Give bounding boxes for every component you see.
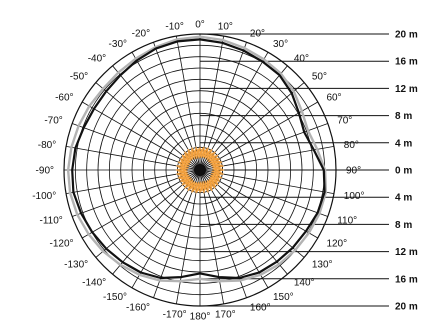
pattern-curves bbox=[66, 35, 328, 283]
grid-spoke bbox=[215, 123, 328, 165]
near-field-contour bbox=[179, 149, 221, 191]
near-field-contour bbox=[181, 150, 219, 190]
angle-label: 120° bbox=[326, 239, 347, 250]
grid-spoke bbox=[210, 182, 288, 275]
angle-label: 170° bbox=[215, 309, 236, 320]
angle-label: 160° bbox=[250, 303, 271, 314]
angle-label: -10° bbox=[165, 22, 183, 33]
distance-label: 16 m bbox=[395, 57, 418, 68]
grid-spoke bbox=[153, 42, 195, 155]
angle-label: 0° bbox=[195, 20, 205, 31]
near-field-pattern bbox=[175, 146, 225, 194]
angle-label: 100° bbox=[344, 191, 365, 202]
grid-spoke bbox=[175, 186, 198, 305]
angle-label: 40° bbox=[294, 54, 309, 65]
angle-label: -50° bbox=[70, 72, 88, 83]
grid-spoke bbox=[212, 180, 305, 258]
grid-spoke bbox=[202, 35, 225, 154]
angle-label: -70° bbox=[44, 116, 62, 127]
grid-spoke bbox=[131, 52, 192, 156]
distance-label: 12 m bbox=[395, 247, 418, 258]
angle-label: -80° bbox=[38, 140, 56, 151]
grid-spoke bbox=[215, 175, 328, 217]
angle-label: 130° bbox=[312, 259, 333, 270]
grid-spoke bbox=[131, 184, 192, 288]
angle-label: -160° bbox=[126, 303, 150, 314]
pattern-curve-black bbox=[71, 38, 326, 280]
grid-spoke bbox=[95, 180, 188, 258]
grid-spoke bbox=[175, 35, 198, 154]
angle-label: -90° bbox=[36, 166, 54, 177]
grid-spoke bbox=[216, 172, 335, 195]
distance-label: 4 m bbox=[395, 193, 412, 204]
grid-spoke bbox=[72, 175, 185, 217]
angle-label: -120° bbox=[50, 239, 74, 250]
angle-label: 60° bbox=[326, 93, 341, 104]
grid-spoke bbox=[214, 101, 318, 162]
angle-label: 70° bbox=[337, 116, 352, 127]
angle-label: -30° bbox=[109, 39, 127, 50]
angle-label: -20° bbox=[132, 28, 150, 39]
distance-label: 8 m bbox=[395, 220, 412, 231]
angle-label: -40° bbox=[88, 54, 106, 65]
angle-label: 50° bbox=[312, 72, 327, 83]
distance-label: 16 m bbox=[395, 274, 418, 285]
distance-label: 8 m bbox=[395, 111, 412, 122]
grid-spoke bbox=[208, 52, 269, 156]
angle-label: 150° bbox=[273, 292, 294, 303]
grid-spoke bbox=[210, 65, 288, 158]
angle-label: -170° bbox=[163, 309, 187, 320]
grid-spoke bbox=[65, 145, 184, 168]
distance-label: 0 m bbox=[395, 166, 412, 177]
distance-label: 20 m bbox=[395, 30, 418, 41]
angle-label: -140° bbox=[82, 277, 106, 288]
angle-label: 180° bbox=[190, 312, 211, 323]
angle-label: 20° bbox=[250, 28, 265, 39]
grid-spoke bbox=[112, 182, 190, 275]
distance-label: 20 m bbox=[395, 302, 418, 313]
distance-leader-lines bbox=[200, 33, 389, 307]
angle-label: 140° bbox=[294, 277, 315, 288]
angle-label: -60° bbox=[55, 93, 73, 104]
angle-label: -110° bbox=[40, 215, 63, 226]
grid-spoke bbox=[212, 82, 305, 160]
grid-spoke bbox=[95, 82, 188, 160]
grid-spoke bbox=[82, 178, 186, 239]
angle-labels: 0° 10° 20° 30° 40°50° 60° 70° 80° 90° 100° 110° 120… bbox=[32, 20, 364, 323]
grid-spoke bbox=[202, 186, 225, 305]
grid-spoke bbox=[112, 65, 190, 158]
pattern-curve-grey bbox=[66, 35, 328, 283]
angle-label: 30° bbox=[273, 39, 288, 50]
near-field-contour bbox=[175, 146, 225, 194]
grid-spoke bbox=[205, 42, 247, 155]
grid-spoke bbox=[82, 101, 186, 162]
grid-spoke bbox=[72, 123, 185, 165]
distance-labels: 20 m 16 m 12 m 8 m 4 m 0 m 4 m 8 m 12 m 16 m 20 m bbox=[395, 30, 418, 313]
angle-label: -130° bbox=[64, 259, 88, 270]
grid-spoke bbox=[65, 172, 184, 195]
grid-spoke bbox=[153, 185, 195, 298]
distance-label: 12 m bbox=[395, 84, 418, 95]
angle-label: 90° bbox=[346, 166, 361, 177]
near-field-contour bbox=[177, 147, 223, 193]
angle-label: -100° bbox=[32, 191, 56, 202]
angle-label: 110° bbox=[337, 215, 357, 226]
grid-spoke bbox=[214, 178, 318, 239]
angle-label: 10° bbox=[218, 22, 233, 33]
grid-spoke bbox=[208, 184, 269, 288]
angle-label: -150° bbox=[103, 292, 127, 303]
angle-label: 80° bbox=[344, 140, 359, 151]
distance-label: 4 m bbox=[395, 138, 412, 149]
